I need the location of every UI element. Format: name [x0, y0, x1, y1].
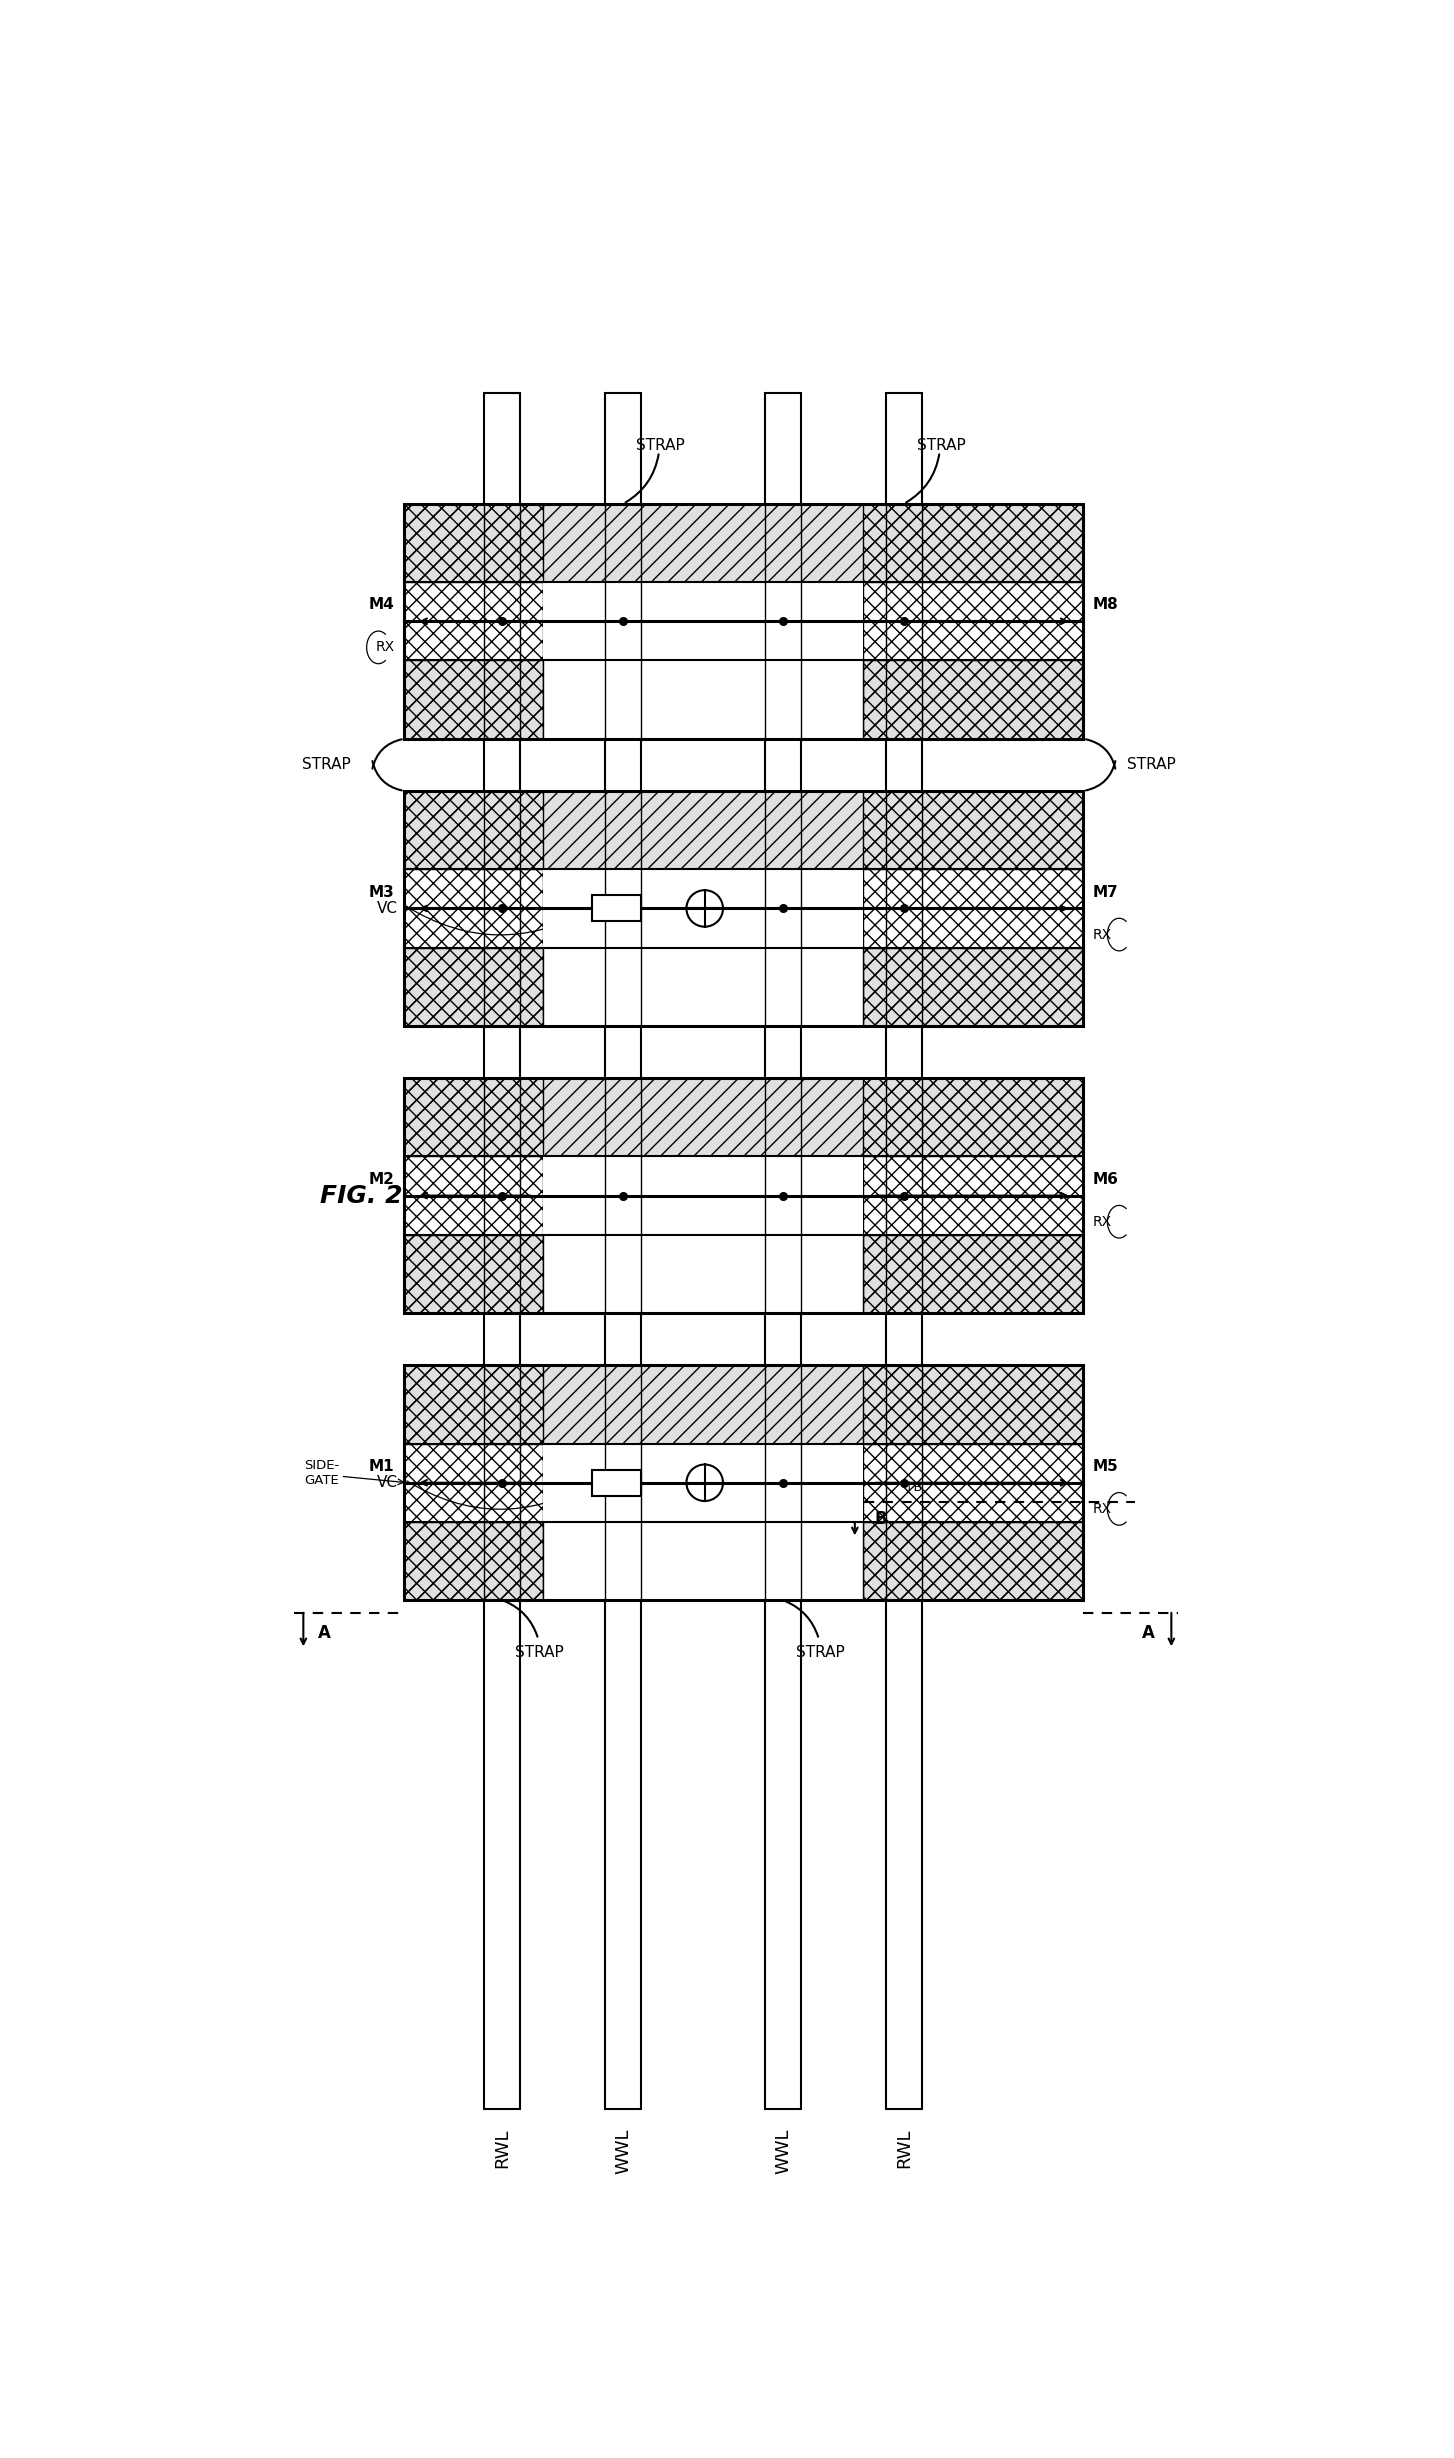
Text: RWL: RWL: [493, 2129, 512, 2168]
Bar: [404, 1234, 544, 1313]
Bar: [864, 791, 1083, 1025]
Bar: [404, 791, 1083, 1025]
Bar: [404, 791, 1083, 870]
Bar: [404, 1522, 544, 1600]
Bar: [404, 504, 1083, 740]
Bar: [592, 895, 641, 922]
Text: WWL: WWL: [774, 2129, 792, 2175]
Bar: [864, 1364, 1083, 1600]
Bar: [864, 1079, 1083, 1313]
Bar: [544, 1522, 864, 1600]
Text: RX: RX: [1093, 1214, 1112, 1229]
Text: RX: RX: [1093, 1502, 1112, 1517]
Text: FIG. 2: FIG. 2: [320, 1185, 403, 1207]
Text: M2: M2: [369, 1172, 394, 1187]
Bar: [404, 1364, 544, 1600]
Bar: [404, 661, 544, 740]
Bar: [544, 583, 864, 661]
Bar: [544, 661, 864, 740]
Bar: [864, 949, 1083, 1025]
Text: WWL: WWL: [614, 2129, 632, 2175]
Text: STRAP: STRAP: [637, 438, 685, 452]
Text: VC: VC: [377, 902, 398, 917]
Text: B: B: [875, 1509, 887, 1529]
Text: SIDE-
GATE: SIDE- GATE: [304, 1460, 339, 1487]
Text: M4: M4: [369, 597, 394, 612]
Bar: [404, 949, 544, 1025]
Text: RX: RX: [375, 642, 394, 654]
Text: STRAP: STRAP: [797, 1644, 845, 1659]
Bar: [544, 1443, 864, 1522]
Text: M3: M3: [369, 885, 394, 900]
Text: RWL: RWL: [894, 2129, 913, 2168]
Text: STRAP: STRAP: [1127, 757, 1176, 772]
Bar: [404, 1079, 544, 1313]
Text: STRAP: STRAP: [917, 438, 965, 452]
Text: M5: M5: [1093, 1460, 1118, 1475]
Bar: [484, 393, 521, 2109]
Bar: [864, 504, 1083, 740]
Bar: [404, 1079, 1083, 1155]
Bar: [864, 661, 1083, 740]
Bar: [404, 504, 1083, 583]
Bar: [864, 1522, 1083, 1600]
Bar: [404, 1364, 1083, 1443]
Text: STRAP: STRAP: [516, 1644, 564, 1659]
Bar: [765, 393, 801, 2109]
Text: M7: M7: [1093, 885, 1118, 900]
Bar: [404, 791, 544, 1025]
Bar: [404, 504, 1083, 740]
Bar: [885, 393, 922, 2109]
Bar: [404, 791, 1083, 1025]
Bar: [404, 504, 544, 740]
Text: M1: M1: [369, 1460, 394, 1475]
Text: STRAP: STRAP: [302, 757, 350, 772]
Bar: [404, 1079, 1083, 1313]
Bar: [592, 1470, 641, 1497]
Bar: [544, 949, 864, 1025]
Text: A: A: [1141, 1625, 1154, 1642]
Bar: [404, 1364, 1083, 1600]
Text: RX: RX: [1093, 927, 1112, 941]
Bar: [544, 870, 864, 949]
Bar: [605, 393, 641, 2109]
Bar: [544, 1155, 864, 1234]
Text: VC: VC: [377, 1475, 398, 1490]
Bar: [864, 1234, 1083, 1313]
Text: M8: M8: [1093, 597, 1118, 612]
Text: M6: M6: [1093, 1172, 1120, 1187]
Bar: [544, 1234, 864, 1313]
Text: ↑B: ↑B: [904, 1482, 923, 1494]
Bar: [404, 1079, 1083, 1313]
Bar: [404, 1364, 1083, 1600]
Text: A: A: [318, 1625, 330, 1642]
